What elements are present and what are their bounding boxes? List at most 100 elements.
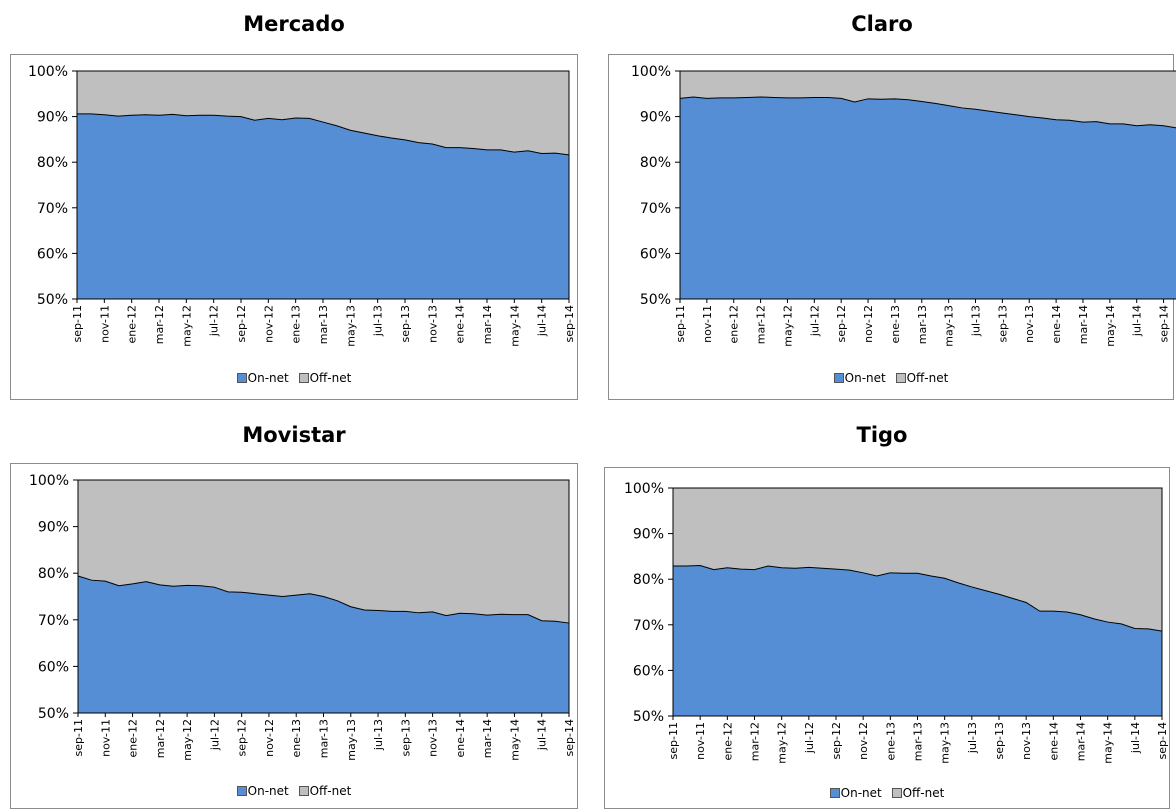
area-chart: 50% 60% 70% 80% 90% 100% sep-11 nov-11 ene-12 mar… <box>624 481 1169 764</box>
x-tick-label: ene-13 <box>290 719 303 757</box>
series-line-on-net <box>77 575 570 624</box>
x-tick-label: sep-12 <box>830 722 843 759</box>
chart-title: Mercado <box>243 12 345 36</box>
chart-title: Movistar <box>242 423 346 447</box>
legend-item-on-net: On-net <box>236 371 289 385</box>
series-line-on-net <box>679 96 1176 129</box>
x-tick-label: may-13 <box>943 305 956 347</box>
chart-title: Tigo <box>856 423 908 447</box>
y-tick-label: 60% <box>38 659 69 675</box>
x-tick-label: ene-13 <box>889 305 902 343</box>
x-tick-label: nov-11 <box>98 305 111 343</box>
y-tick-label: 80% <box>38 566 69 582</box>
chart-legend: On-net Off-net <box>605 786 1169 800</box>
legend-swatch-off-net <box>298 373 309 383</box>
x-tick-label: mar-12 <box>755 305 768 344</box>
x-tick-label: may-14 <box>508 719 521 761</box>
x-tick-label: jul-14 <box>1129 722 1142 754</box>
x-tick-label: may-14 <box>1104 305 1117 347</box>
x-tick-label: nov-13 <box>1020 722 1033 760</box>
x-tick-label: mar-14 <box>1075 722 1088 761</box>
y-tick-label: 80% <box>640 155 671 171</box>
x-tick-label: mar-14 <box>481 719 494 758</box>
legend-label: On-net <box>247 371 289 385</box>
legend-swatch-on-net <box>236 786 247 796</box>
x-tick-label: sep-13 <box>993 722 1006 759</box>
y-tick-label: 90% <box>38 520 69 536</box>
legend-swatch-off-net <box>895 373 906 383</box>
x-tick-label: nov-13 <box>427 719 440 757</box>
series-area-on-net <box>673 565 1162 716</box>
x-tick-label: may-14 <box>1102 722 1115 764</box>
y-tick-label: 60% <box>640 246 671 262</box>
y-tick-label: 90% <box>37 110 68 126</box>
x-tick-label: may-13 <box>345 719 358 761</box>
x-tick-label: ene-14 <box>1047 722 1060 760</box>
legend-label: On-net <box>844 371 886 385</box>
x-tick-label: ene-12 <box>127 719 140 757</box>
legend-item-off-net: Off-net <box>298 371 351 385</box>
legend-swatch-on-net <box>236 373 247 383</box>
legend-label: Off-net <box>309 784 352 798</box>
x-tick-label: ene-14 <box>454 305 467 343</box>
y-tick-label: 50% <box>37 292 68 308</box>
y-tick-label: 50% <box>633 709 664 725</box>
x-tick-label: sep-11 <box>667 722 680 759</box>
x-tick-label: ene-12 <box>728 305 741 343</box>
x-tick-label: ene-13 <box>884 722 897 760</box>
chart-legend: On-net Off-net <box>11 371 577 385</box>
y-tick-label: 60% <box>633 663 664 679</box>
y-tick-label: 70% <box>633 618 664 634</box>
x-tick-label: mar-13 <box>916 305 929 344</box>
x-tick-label: sep-12 <box>235 305 248 342</box>
x-tick-label: nov-12 <box>262 305 275 343</box>
y-tick-label: 90% <box>640 110 671 126</box>
legend-swatch-off-net <box>891 788 902 798</box>
x-tick-label: sep-14 <box>1156 722 1169 759</box>
x-tick-label: ene-14 <box>1050 305 1063 343</box>
x-tick-label: mar-12 <box>749 722 762 761</box>
legend-label: Off-net <box>906 371 949 385</box>
x-tick-label: mar-13 <box>317 305 330 344</box>
x-tick-label: mar-12 <box>153 305 166 344</box>
x-tick-label: sep-11 <box>71 305 84 342</box>
x-tick-label: may-12 <box>781 305 794 347</box>
legend-label: Off-net <box>902 786 945 800</box>
series-area-on-net <box>78 576 569 713</box>
y-tick-label: 100% <box>29 473 69 489</box>
chart-title: Claro <box>851 12 913 36</box>
y-tick-label: 100% <box>631 64 671 80</box>
x-tick-label: jul-12 <box>808 305 821 337</box>
x-tick-label: mar-14 <box>481 305 494 344</box>
x-tick-label: nov-11 <box>694 722 707 760</box>
x-tick-label: sep-12 <box>835 305 848 342</box>
legend-swatch-off-net <box>298 786 309 796</box>
x-tick-label: may-13 <box>939 722 952 764</box>
x-tick-label: sep-14 <box>563 719 576 756</box>
y-tick-label: 80% <box>633 572 664 588</box>
x-tick-label: mar-13 <box>318 719 331 758</box>
legend-label: On-net <box>840 786 882 800</box>
x-tick-label: sep-14 <box>563 305 576 342</box>
y-tick-label: 50% <box>640 292 671 308</box>
y-tick-label: 80% <box>37 155 68 171</box>
legend-item-on-net: On-net <box>833 371 886 385</box>
area-chart: 50% 60% 70% 80% 90% 100% sep-11 nov-11 ene-12 mar… <box>28 64 576 347</box>
chart-panel-claro: Claro 50% 60% 70% 80% 90% 100% sep-11 nov-11 ene… <box>588 0 1176 405</box>
x-tick-label: mar-14 <box>1077 305 1090 344</box>
area-chart: 50% 60% 70% 80% 90% 100% sep-11 nov-11 ene-12 mar… <box>631 64 1176 347</box>
x-tick-label: jul-14 <box>1131 305 1144 337</box>
x-tick-label: jul-12 <box>803 722 816 754</box>
x-tick-label: nov-13 <box>1023 305 1036 343</box>
x-tick-label: ene-12 <box>721 722 734 760</box>
x-tick-label: nov-12 <box>263 719 276 757</box>
x-tick-label: ene-14 <box>454 719 467 757</box>
x-tick-label: may-12 <box>180 305 193 347</box>
legend-swatch-on-net <box>829 788 840 798</box>
series-area-on-net <box>680 96 1176 299</box>
legend-item-off-net: Off-net <box>895 371 949 385</box>
x-tick-label: sep-13 <box>996 305 1009 342</box>
x-tick-label: ene-12 <box>126 305 139 343</box>
y-tick-label: 70% <box>38 613 69 629</box>
y-tick-label: 60% <box>37 246 68 262</box>
